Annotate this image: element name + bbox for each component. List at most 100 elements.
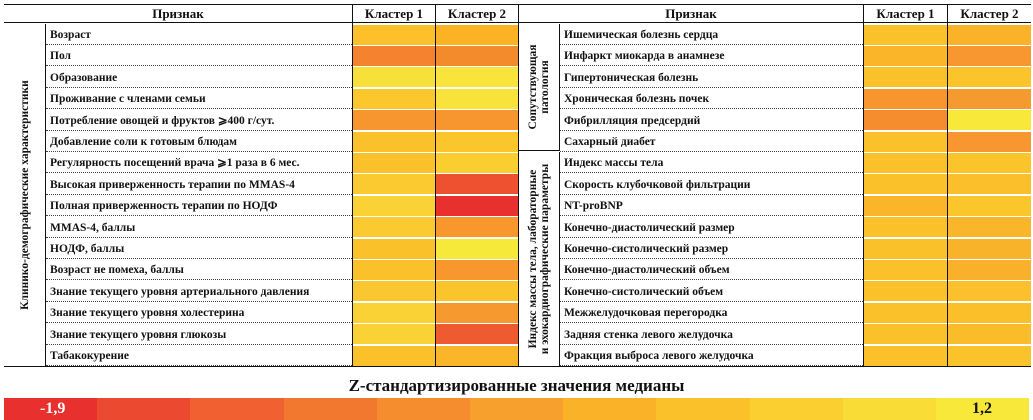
bmi-lab-echo-label-line1: Индекс массы тела, лабораторные [526,169,539,349]
right-row-label: Гипертоническая болезнь [560,67,863,88]
scale-segment [376,398,470,420]
left-cluster2-cell [436,217,518,238]
scale-max-label: 1,2 [972,400,992,417]
left-row-label: Потребление овощей и фруктов ⩾400 г/сут. [46,110,352,131]
right-row-label: Конечно-систолический размер [560,238,863,259]
left-cluster1-cell [353,345,435,366]
right-row-label: Сахарный диабет [560,131,863,152]
right-cluster1-cell [864,281,947,302]
left-cluster2-cell [436,259,518,280]
right-cluster2-cell [948,110,1031,131]
left-group-label: Клинико-демографические характеристики [18,80,31,310]
right-cluster1-cell [864,238,947,259]
right-row-label: Фракция выброса левого желудочка [560,345,863,366]
left-header-cluster1: Кластер 1 [352,5,435,22]
left-cluster2-cell [436,302,518,323]
right-cluster1-cell [864,24,947,45]
right-cluster2-cell [948,24,1031,45]
left-row-label: Проживание с членами семьи [46,88,352,110]
right-cluster1-cell [864,45,947,66]
left-cluster2-cell [436,324,518,345]
right-cluster1-cell [864,67,947,88]
left-divider-2 [435,23,436,367]
header-feature-text: Признак [665,6,717,21]
left-cluster2-cell [436,24,518,45]
bmi-lab-echo-label-line2: и эхокардиографические параметры [538,163,551,355]
scale-segment [842,398,936,420]
right-group-bmi-lab-echo-label: Индекс массы тела, лабораторные и эхокар… [527,164,551,354]
right-cluster1-cell [864,345,947,366]
comorbidity-label-line1: Сопутствующая [526,44,539,130]
right-row-label: Конечно-диастолический размер [560,217,863,238]
scale-segment [469,398,564,420]
left-cluster2-cell [436,238,518,259]
right-cluster2-cell [948,131,1031,152]
right-row-label: Фибрилляция предсердий [560,110,863,131]
left-cluster1-cell [353,45,435,66]
scale-segment [563,398,657,420]
color-scale-bar [4,398,1030,420]
left-header: Признак Кластер 1 Кластер 2 [4,4,518,23]
left-cluster2-cell [436,281,518,302]
left-group-clinical-demographic: Клинико-демографические характеристики [4,24,46,366]
scale-segment [656,398,750,420]
right-cluster2-cell [948,195,1031,216]
left-row-label: Возраст [46,24,352,45]
scale-segment [190,398,284,420]
right-header-cluster1: Кластер 1 [863,5,947,22]
left-cluster1-cell [353,281,435,302]
left-row-label: Знание текущего уровня холестерина [46,302,352,324]
left-cluster2-cell [436,345,518,366]
right-cluster1-cell [864,217,947,238]
scale-segment [935,398,1030,420]
right-cluster2-cell [948,152,1031,173]
comorbidity-label-line2: патология [538,60,551,114]
right-group-comorbidity: Сопутствующая патология [518,24,560,151]
scale-segment [4,398,98,420]
left-cluster2-cell [436,152,518,173]
left-cluster1-cell [353,24,435,45]
left-divider-1 [352,23,353,367]
right-cluster1-cell [864,302,947,323]
scale-min-label: -1,9 [40,400,66,417]
right-row-label: Конечно-систолический объем [560,281,863,302]
right-bottom-rule [518,366,1031,367]
right-row-label: Индекс массы тела [560,152,863,174]
left-cluster1-cell [353,217,435,238]
left-row-label: Высокая приверженность терапии по MMAS-4 [46,174,352,195]
right-row-label: Хроническая болезнь почек [560,88,863,110]
left-row-label: Знание текущего уровня глюкозы [46,324,352,345]
right-cluster2-cell [948,345,1031,366]
right-header: Признак Кластер 1 Кластер 2 [518,4,1031,23]
left-cluster1-cell [353,302,435,323]
right-cluster2-cell [948,174,1031,195]
left-row-label: Регулярность посещений врача ⩾1 раза в 6… [46,152,352,174]
right-header-feature: Признак [518,5,863,22]
right-cluster2-cell [948,281,1031,302]
header-cluster1-text: Кластер 1 [876,6,935,21]
left-cluster1-cell [353,152,435,173]
right-cluster1-cell [864,324,947,345]
right-cluster1-cell [864,174,947,195]
right-row-label: Задняя стенка левого желудочка [560,324,863,345]
left-row-label: Добавление соли к готовым блюдам [46,131,352,152]
right-group-comorbidity-label: Сопутствующая патология [527,44,551,129]
right-cluster2-cell [948,238,1031,259]
right-divider-2 [947,23,948,367]
right-row-label: NT-proBNP [560,195,863,217]
left-header-cluster2: Кластер 2 [435,5,518,22]
right-cluster2-cell [948,324,1031,345]
left-row-label: Табакокурение [46,345,352,366]
right-cluster2-cell [948,45,1031,66]
right-row-label: Инфаркт миокарда в анамнезе [560,45,863,67]
left-cluster1-cell [353,259,435,280]
scale-segment [283,398,377,420]
left-row-label: Знание текущего уровня артериального дав… [46,281,352,302]
left-row-label: MMAS-4, баллы [46,217,352,238]
right-cluster1-cell [864,259,947,280]
left-row-label: Образование [46,67,352,88]
left-cluster2-cell [436,110,518,131]
left-cluster1-cell [353,238,435,259]
header-cluster1-text: Кластер 1 [364,6,424,21]
left-cluster2-cell [436,67,518,88]
